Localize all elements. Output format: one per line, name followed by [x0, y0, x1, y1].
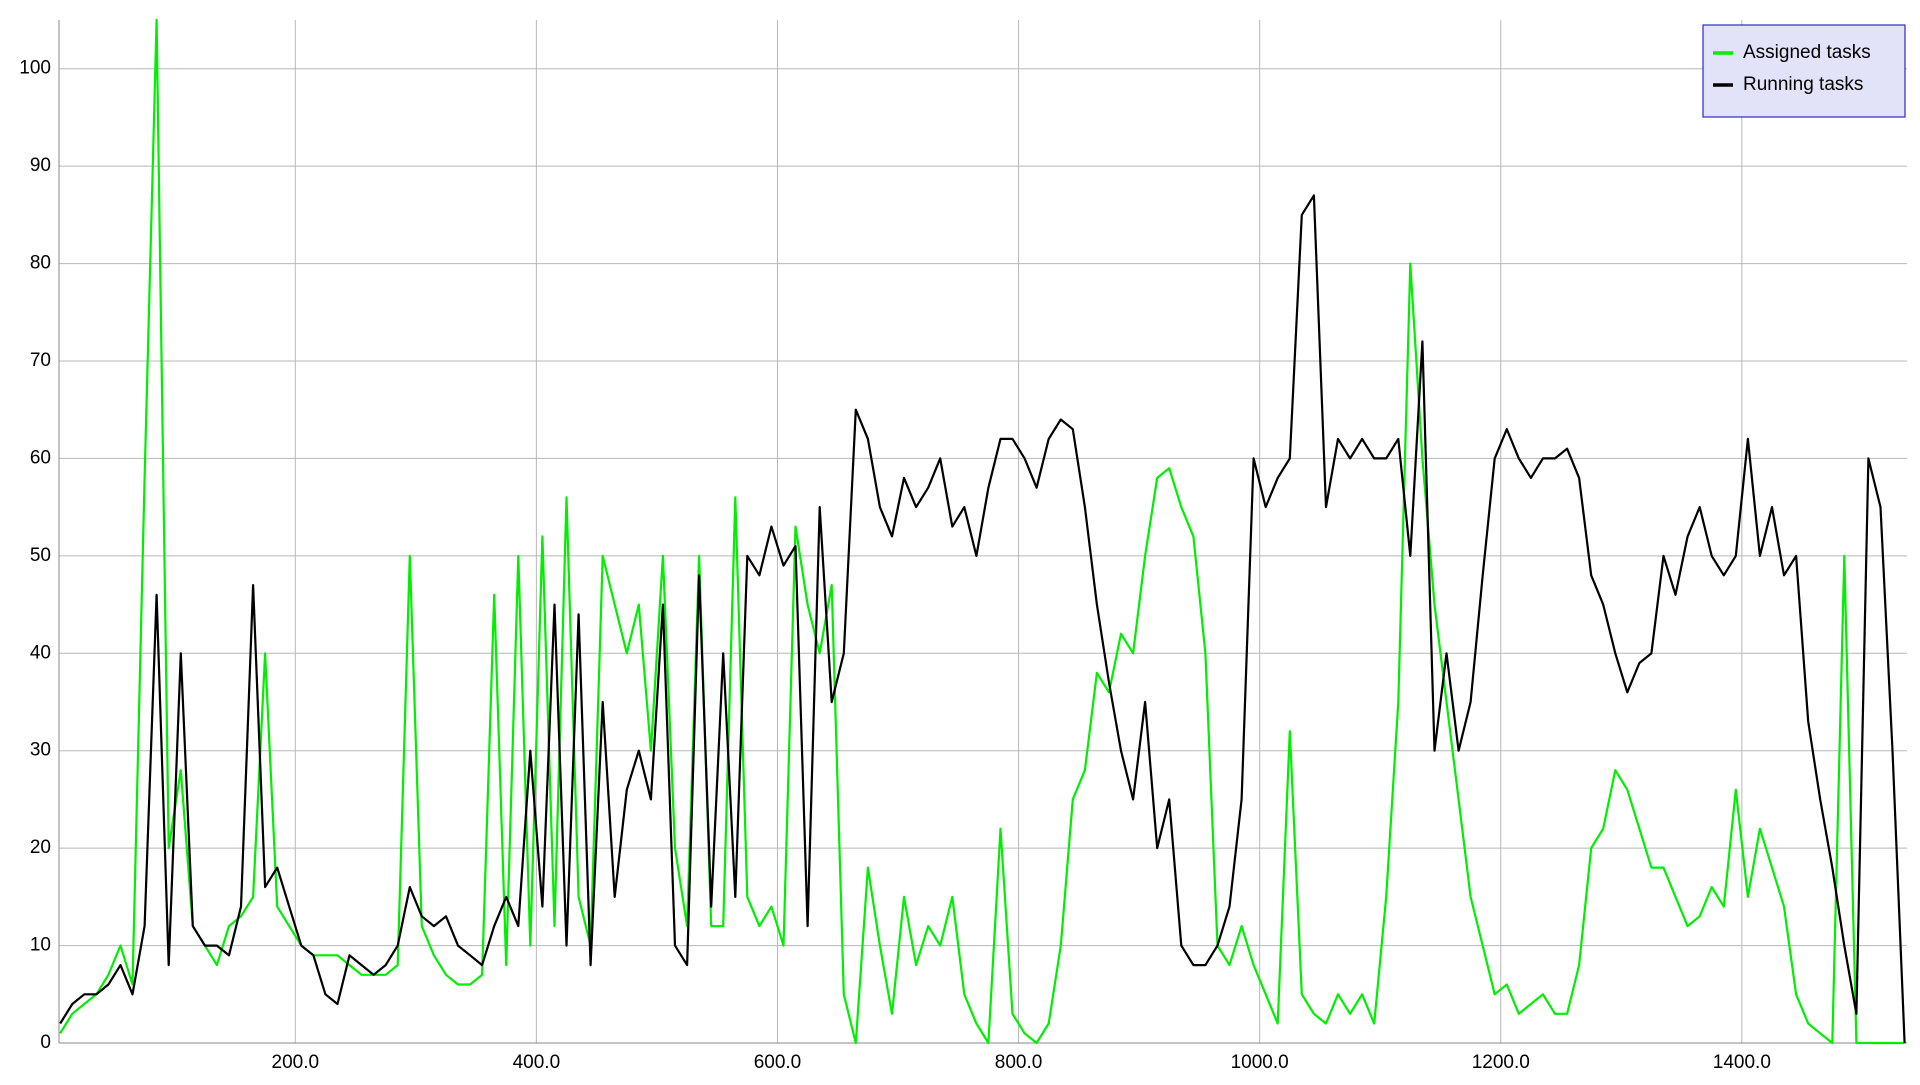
x-tick-label: 800.0 — [995, 1052, 1043, 1073]
y-tick-label: 30 — [30, 740, 51, 761]
y-tick-label: 100 — [19, 58, 51, 79]
legend-box — [1702, 24, 1906, 118]
x-tick-label: 600.0 — [754, 1052, 802, 1073]
legend-label: Running tasks — [1743, 74, 1863, 95]
y-tick-label: 80 — [30, 253, 51, 274]
x-tick-label: 1400.0 — [1713, 1052, 1771, 1073]
y-tick-label: 90 — [30, 155, 51, 176]
plot-area — [59, 20, 1907, 1043]
y-tick-label: 0 — [40, 1032, 51, 1053]
y-tick-label: 40 — [30, 642, 51, 663]
y-tick-label: 50 — [30, 545, 51, 566]
y-tick-label: 10 — [30, 935, 51, 956]
legend-label: Assigned tasks — [1743, 42, 1871, 63]
x-tick-label: 400.0 — [513, 1052, 561, 1073]
x-tick-label: 200.0 — [272, 1052, 320, 1073]
y-tick-label: 20 — [30, 837, 51, 858]
y-tick-label: 70 — [30, 350, 51, 371]
legend: Assigned tasks Running tasks — [1702, 24, 1906, 118]
y-tick-label: 60 — [30, 447, 51, 468]
x-tick-label: 1000.0 — [1231, 1052, 1289, 1073]
x-tick-label: 1200.0 — [1472, 1052, 1530, 1073]
series-line — [59, 194, 1906, 1044]
series-line — [59, 18, 1905, 1045]
